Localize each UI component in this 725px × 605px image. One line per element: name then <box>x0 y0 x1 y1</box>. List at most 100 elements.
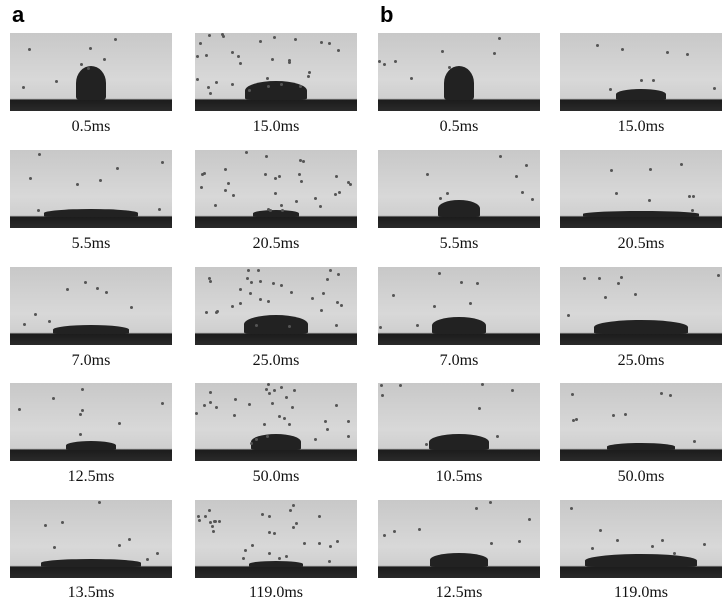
speck <box>335 323 339 327</box>
speck <box>498 155 502 159</box>
speck <box>198 518 202 522</box>
droplet <box>583 210 699 217</box>
photo <box>560 500 722 578</box>
speck <box>329 268 333 272</box>
speck <box>687 195 691 198</box>
speck <box>530 197 534 201</box>
time-label: 0.5ms <box>71 118 111 135</box>
speck <box>334 174 338 178</box>
speck <box>521 191 525 195</box>
speck <box>238 302 242 306</box>
speck <box>278 175 282 179</box>
speck <box>54 79 58 83</box>
speck <box>221 35 225 39</box>
speck <box>299 85 303 89</box>
speck <box>306 74 310 78</box>
speck <box>81 409 85 413</box>
speck <box>264 388 268 392</box>
speck <box>211 524 215 528</box>
speck <box>160 402 164 406</box>
speck <box>692 440 696 444</box>
speck <box>668 393 672 397</box>
speck <box>659 391 663 395</box>
speck <box>648 198 652 202</box>
speck <box>438 272 442 276</box>
photo <box>195 33 357 111</box>
speck <box>28 47 32 51</box>
speck <box>652 79 656 83</box>
speck <box>634 293 638 297</box>
speck <box>226 181 230 185</box>
panel-label: b <box>380 2 394 27</box>
photo <box>195 500 357 578</box>
speck <box>51 397 55 401</box>
speck <box>399 383 403 387</box>
droplet <box>429 433 489 450</box>
speck <box>445 192 449 196</box>
speck <box>302 542 306 546</box>
droplet <box>593 319 689 334</box>
speck <box>271 401 275 405</box>
speck <box>272 388 276 392</box>
speck <box>278 556 282 560</box>
speck <box>590 547 594 551</box>
speck <box>382 62 386 66</box>
speck <box>425 173 429 177</box>
speck <box>299 179 303 183</box>
speck <box>65 288 69 291</box>
speck <box>274 176 278 180</box>
photo <box>560 150 722 228</box>
speck <box>234 397 238 401</box>
speck <box>279 283 283 287</box>
speck <box>440 50 444 54</box>
speck <box>84 281 88 285</box>
time-label: 5.5ms <box>439 235 479 252</box>
speck <box>571 392 575 396</box>
speck <box>497 37 501 40</box>
speck <box>81 388 85 392</box>
speck <box>380 393 384 397</box>
speck <box>267 85 271 89</box>
time-label: 50.0ms <box>617 468 665 485</box>
speck <box>279 82 283 86</box>
speck <box>639 78 643 82</box>
speck <box>198 42 202 46</box>
speck <box>218 519 222 523</box>
speck <box>611 413 615 417</box>
speck <box>249 280 253 284</box>
speck <box>195 412 199 416</box>
speck <box>280 204 284 208</box>
speck <box>255 323 259 327</box>
droplet <box>44 208 138 217</box>
speck <box>574 418 578 422</box>
speck <box>287 324 291 328</box>
speck <box>438 197 442 201</box>
speck <box>621 47 625 51</box>
speck <box>118 544 122 548</box>
photo <box>560 33 722 111</box>
speck <box>79 412 83 416</box>
speck <box>666 50 670 54</box>
photo <box>195 383 357 461</box>
speck <box>346 419 350 423</box>
speck <box>239 62 243 66</box>
speck <box>474 507 478 511</box>
droplet <box>432 316 486 334</box>
speck <box>231 304 235 308</box>
speck <box>284 395 288 399</box>
speck <box>334 193 338 197</box>
speck <box>314 438 318 442</box>
speck <box>299 159 303 163</box>
photo <box>195 267 357 345</box>
speck <box>318 515 322 519</box>
speck <box>270 57 274 61</box>
speck <box>298 173 302 177</box>
speck <box>598 276 602 280</box>
speck <box>161 161 164 165</box>
speck <box>266 434 270 438</box>
speck <box>249 292 253 296</box>
speck <box>378 325 382 329</box>
speck <box>325 427 329 431</box>
speck <box>208 276 212 280</box>
speck <box>244 549 248 553</box>
